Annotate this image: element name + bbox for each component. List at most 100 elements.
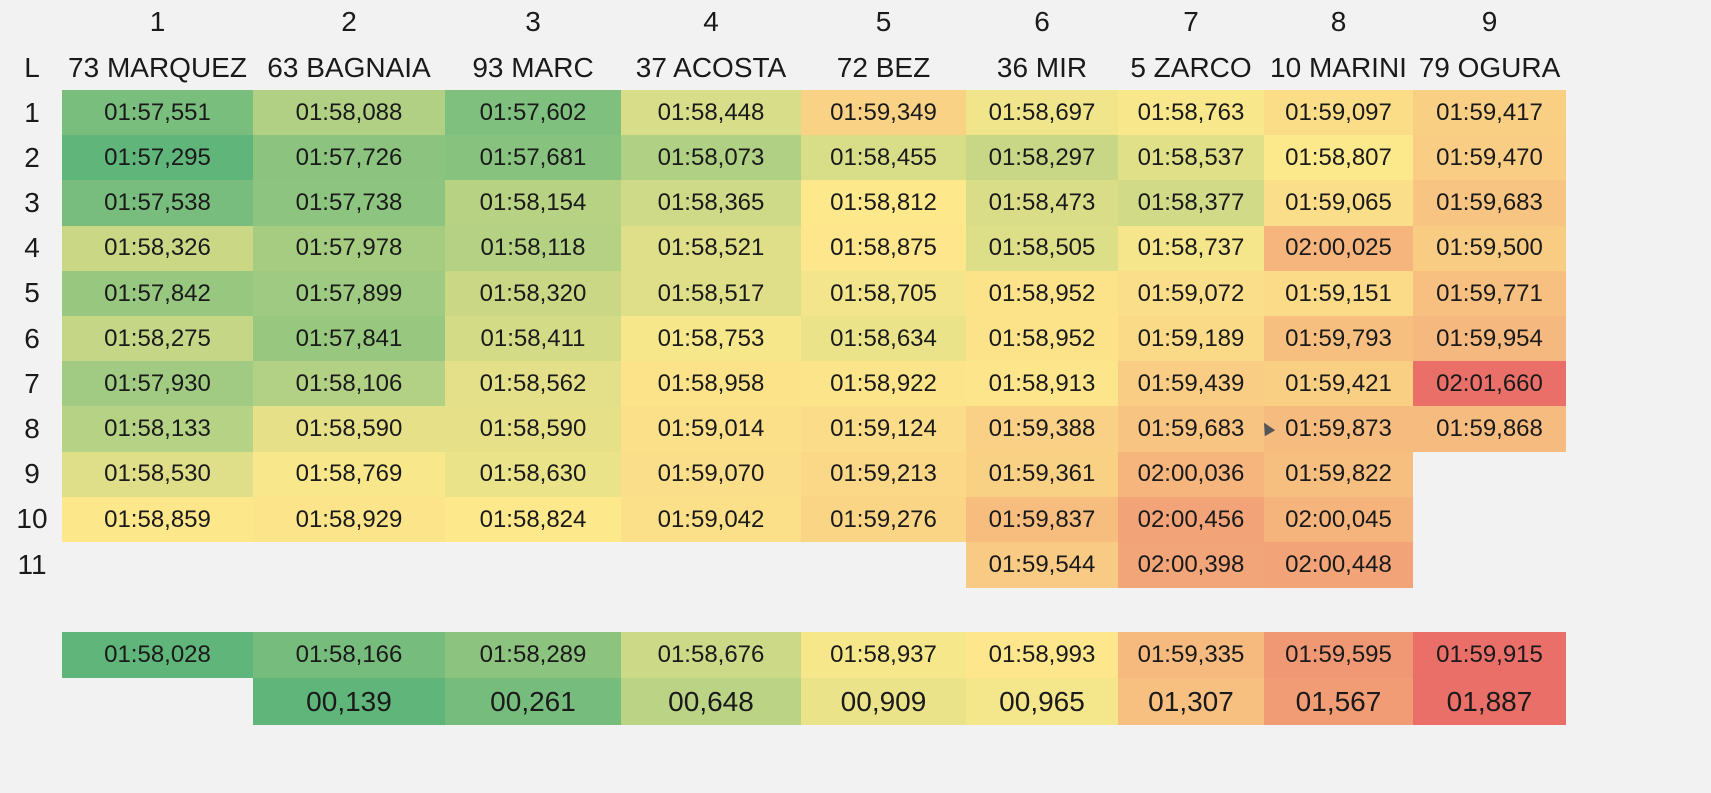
lap-time-cell: 01:58,763 [1118,90,1264,136]
lap-time-cell: 01:59,014 [621,406,801,453]
lap-time-cell: 01:59,500 [1413,225,1566,272]
average-time-cell: 01:58,993 [966,632,1118,678]
lap-time-cell: 01:57,551 [62,90,253,136]
rider-position: 8 [1330,6,1347,37]
lap-time-cell: 01:57,899 [253,270,445,317]
lap-time-cell: 01:59,151 [1264,270,1413,317]
lap-time-cell: 01:58,630 [445,451,621,498]
lap-time-cell: 01:58,377 [1118,180,1264,227]
rider-name: 37 ACOSTA [635,52,787,83]
lap-time-cell: 01:58,275 [62,316,253,362]
rider-name: 73 MARQUEZ [68,52,247,83]
lap-time-cell: 01:58,455 [801,135,966,181]
lap-time-cell: 01:59,868 [1413,406,1566,453]
lap-time-cell: 01:58,073 [621,135,801,181]
lap-time-cell: 01:59,954 [1413,316,1566,362]
gap-to-leader-cell: 01,567 [1264,678,1413,725]
lap-time-cell: 01:57,602 [445,90,621,136]
lap-number: 2 [24,141,40,173]
rider-name: 79 OGURA [1418,52,1561,83]
lap-time-cell: 01:57,978 [253,225,445,272]
average-time-cell: 01:58,166 [253,632,445,678]
lap-time-cell: 01:58,769 [253,451,445,498]
rider-name: 63 BAGNAIA [267,52,431,83]
gap-to-leader-cell: 01,307 [1118,678,1264,725]
rider-name: 93 MARC [472,52,594,83]
lap-time-cell: 01:58,088 [253,90,445,136]
lap-time-cell: 01:58,737 [1118,225,1264,272]
lap-time-cell: 01:59,771 [1413,270,1566,317]
lap-time-cell: 01:59,683 [1413,180,1566,227]
lap-time-cell: 01:58,517 [621,270,801,317]
lap-number: 4 [24,232,40,264]
average-time-cell: 01:58,937 [801,632,966,678]
lap-time-cell: 01:57,841 [253,316,445,362]
lap-time-cell: 01:59,417 [1413,90,1566,136]
lap-time-cell: 01:58,952 [966,270,1118,317]
lap-time-cell: 01:59,470 [1413,135,1566,181]
lap-time-cell: 01:59,388 [966,406,1118,453]
rider-position: 2 [341,6,357,37]
lap-time-cell: 01:58,952 [966,316,1118,362]
lap-time-cell: 01:58,958 [621,361,801,407]
rider-name: 72 BEZ [836,52,931,83]
rider-position: 9 [1481,6,1498,37]
lap-number: 7 [24,367,40,399]
lap-time-cell: 01:57,295 [62,135,253,181]
lap-time-cell: 01:57,538 [62,180,253,227]
lap-number: 9 [24,458,40,490]
lap-time-cell: 01:59,873 [1264,406,1413,453]
lap-time-cell: 01:58,929 [253,496,445,543]
lap-time-cell: 01:57,930 [62,361,253,407]
rider-position: 6 [1034,6,1050,37]
average-time-cell: 01:58,289 [445,632,621,678]
lap-time-cell: 01:59,349 [801,90,966,136]
average-time-cell: 01:59,915 [1413,632,1566,678]
lap-time-cell: 01:58,106 [253,361,445,407]
lap-time-cell: 01:59,544 [966,542,1118,588]
lap-number: 10 [16,503,48,535]
lap-time-cell: 01:58,530 [62,451,253,498]
lap-time-cell: 01:59,097 [1264,90,1413,136]
lap-time-cell: 01:58,411 [445,316,621,362]
lap-time-cell: 01:58,521 [621,225,801,272]
lap-number: 8 [24,412,40,444]
average-time-cell: 01:58,028 [62,632,253,678]
lap-time-cell: 01:59,276 [801,496,966,543]
rider-position: 7 [1183,6,1199,37]
average-time-cell: 01:59,595 [1264,632,1413,678]
lap-time-cell: 01:59,837 [966,496,1118,543]
rider-name: 36 MIR [996,52,1088,83]
lap-time-cell: 01:58,473 [966,180,1118,227]
gap-to-leader-cell: 00,261 [445,678,621,725]
rider-name: 5 ZARCO [1130,52,1252,83]
lap-time-cell: 01:58,875 [801,225,966,272]
lap-time-cell: 01:59,065 [1264,180,1413,227]
lap-time-cell: 01:57,681 [445,135,621,181]
lap-time-cell: 01:59,189 [1118,316,1264,362]
rider-name: 10 MARINI [1270,52,1407,83]
lap-time-cell: 01:58,922 [801,361,966,407]
lap-number: 1 [24,96,40,128]
lap-time-cell: 01:58,590 [253,406,445,453]
lap-time-cell: 02:00,456 [1118,496,1264,543]
gap-to-leader-cell: 00,909 [801,678,966,725]
lap-time-cell: 01:58,297 [966,135,1118,181]
lap-time-cell: 01:58,697 [966,90,1118,136]
lap-time-cell: 01:59,072 [1118,270,1264,317]
lap-time-cell: 01:59,439 [1118,361,1264,407]
lap-time-cell: 01:59,124 [801,406,966,453]
lap-time-cell: 02:00,398 [1118,542,1264,588]
lap-time-cell: 01:57,726 [253,135,445,181]
lap-time-cell: 02:00,448 [1264,542,1413,588]
gap-to-leader-cell: 00,139 [253,678,445,725]
lap-time-cell: 01:59,793 [1264,316,1413,362]
lap-time-cell: 01:59,042 [621,496,801,543]
lap-time-cell: 01:58,448 [621,90,801,136]
lap-time-cell: 01:58,320 [445,270,621,317]
lap-number: 5 [24,277,40,309]
lap-time-cell: 01:58,705 [801,270,966,317]
lap-time-cell: 01:58,154 [445,180,621,227]
gap-to-leader-cell: 01,887 [1413,678,1566,725]
